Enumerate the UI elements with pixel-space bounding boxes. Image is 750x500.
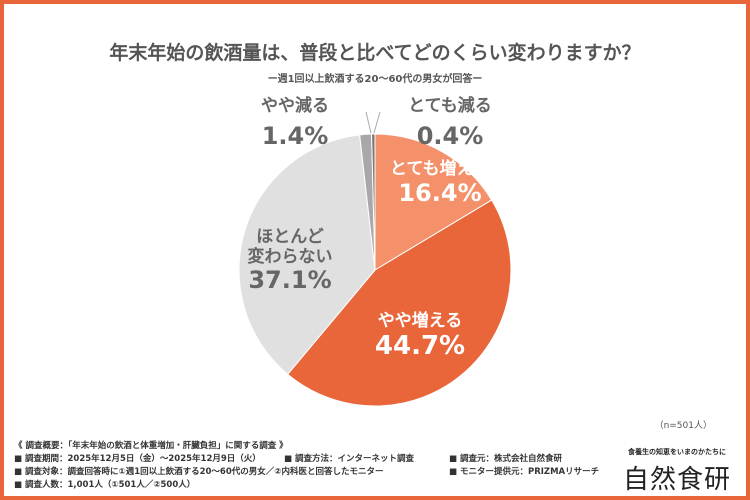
- leader-line-slight-decrease: [365, 111, 372, 134]
- survey-target: ■ 調査対象：調査回答時に①週1回以上飲酒する20〜60代の男女／②内科医と回答…: [14, 467, 384, 477]
- pie-slice-very-increase: [374, 133, 493, 271]
- monitor-provider: ■ モニター提供元：PRIZMAリサーチ: [449, 467, 600, 477]
- slice-label: ほとんど: [256, 227, 324, 247]
- slice-value: 44.7%: [374, 330, 466, 361]
- slice-value: 16.4%: [398, 178, 482, 207]
- slice-value: 37.1%: [248, 266, 332, 295]
- label-no-change: ほとんど 変わらない 37.1%: [225, 227, 355, 295]
- chart-title: 年末年始の飲酒量は、普段と比べてどのくらい変わりますか？: [109, 42, 641, 64]
- survey-heading: 《 調査概要：「年末年始の飲酒と体重増加・肝臓負担」に関する調査 》: [14, 441, 288, 451]
- chart-subtitle: ー週1回以上飲酒する20〜60代の男女が回答ー: [267, 74, 483, 85]
- slice-label: やや減る: [261, 96, 329, 116]
- slice-label: とても減る: [408, 96, 492, 116]
- slice-label: やや増える: [377, 311, 463, 331]
- survey-footer: 《 調査概要：「年末年始の飲酒と体重増加・肝臓負担」に関する調査 》 ■ 調査期…: [14, 440, 599, 492]
- sample-size-note: （n=501人）: [654, 421, 712, 431]
- pie-slice-slight-increase: [286, 199, 512, 407]
- slice-label: 変わらない: [247, 246, 333, 267]
- brand-name: 自然食研: [622, 465, 731, 495]
- slice-value: 0.4%: [416, 121, 484, 150]
- leader-line-very-decrease: [373, 111, 381, 134]
- label-very-decrease: とても減る 0.4%: [395, 96, 505, 150]
- label-very-increase: とても増える 16.4%: [370, 159, 510, 207]
- pie-slice-very-decrease: [371, 133, 376, 271]
- slice-value: 1.4%: [261, 121, 329, 150]
- brand-logo: 食養生の知恵をいまのかたちに 自然食研: [612, 447, 742, 496]
- survey-method: ■ 調査方法：インターネット調査: [284, 454, 414, 464]
- brand-tagline: 食養生の知恵をいまのかたちに: [628, 448, 726, 456]
- label-slight-increase: やや増える 44.7%: [350, 311, 490, 361]
- slice-label: とても増える: [389, 159, 491, 179]
- survey-period: ■ 調査期間：2025年12月5日（金）〜2025年12月9日（火）: [14, 454, 261, 464]
- pie-slice-no-change: [238, 134, 376, 375]
- survey-source: ■ 調査元：株式会社自然食研: [449, 454, 562, 464]
- survey-count: ■ 調査人数：1,001人（①501人／②500人）: [14, 480, 196, 490]
- label-slight-decrease: やや減る 1.4%: [240, 96, 350, 150]
